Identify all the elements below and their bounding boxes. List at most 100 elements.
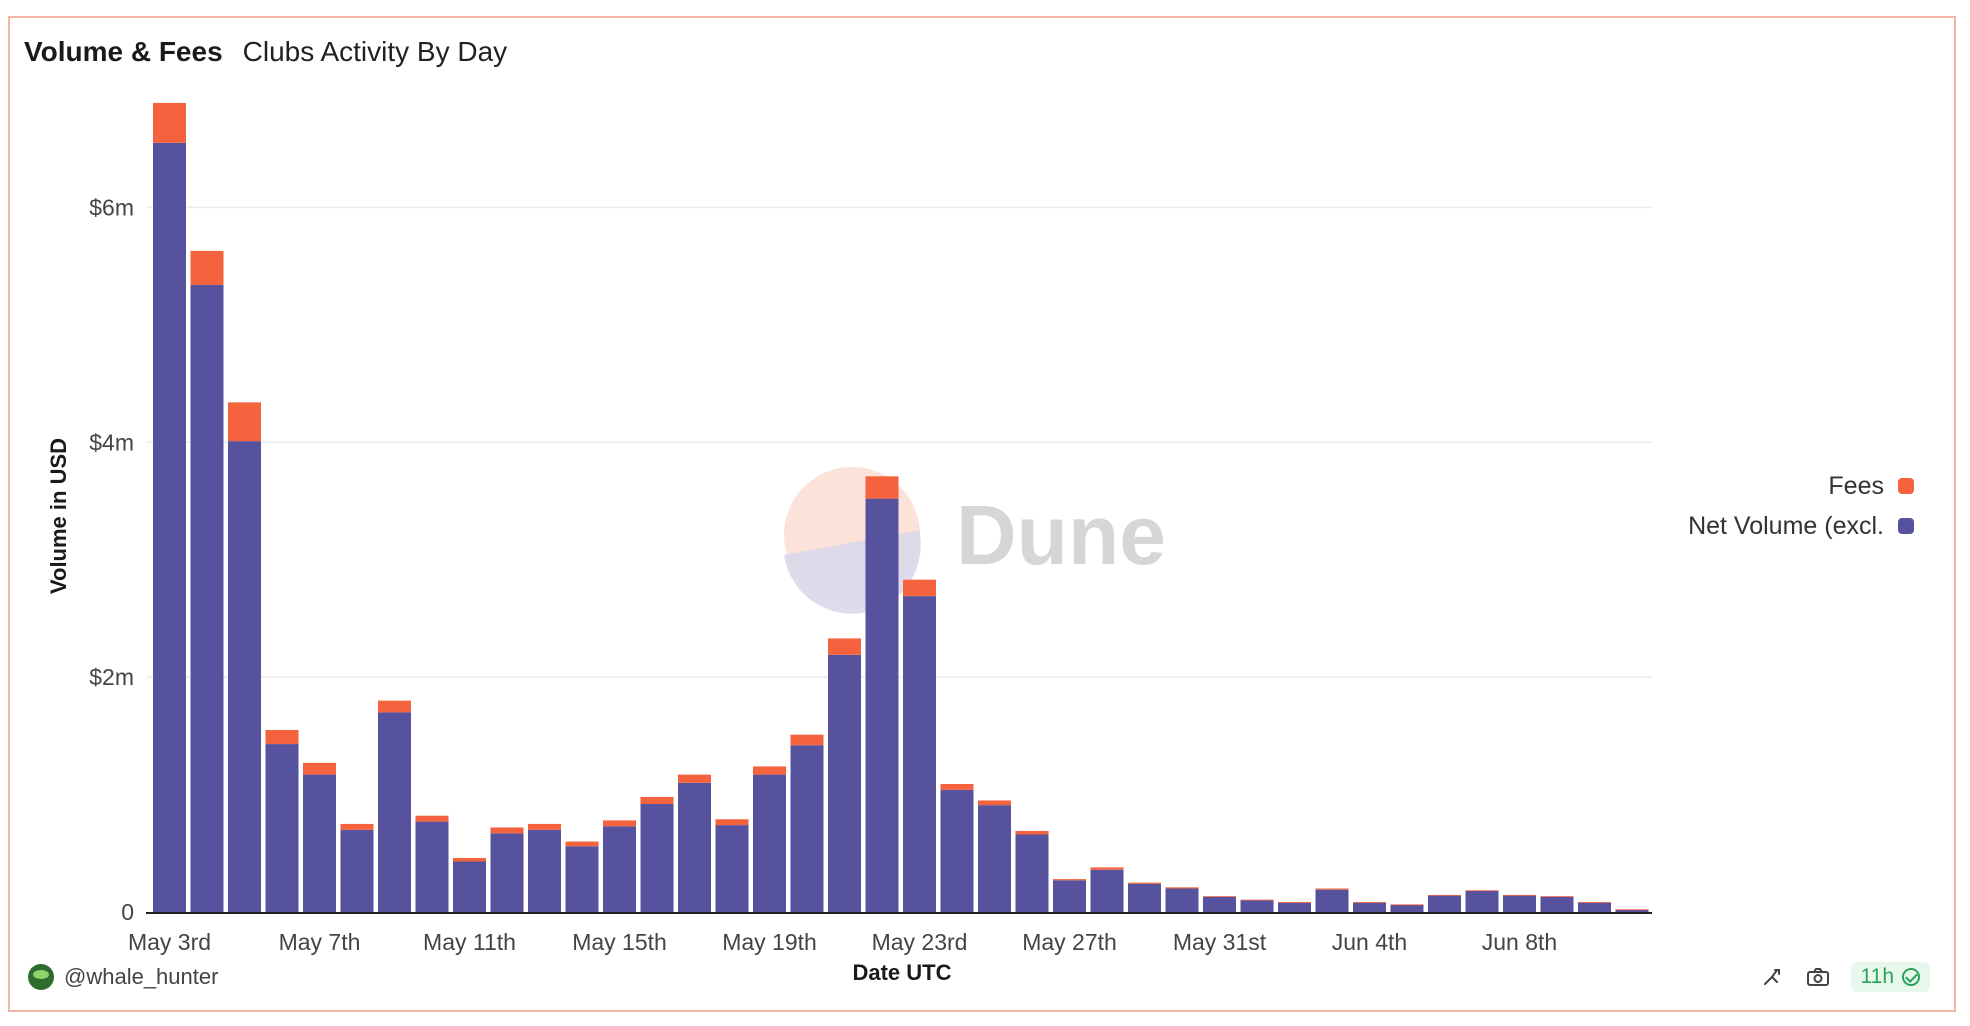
bar-fees[interactable] <box>415 815 449 822</box>
bar-net-volume[interactable] <box>790 745 824 912</box>
bar-fees[interactable] <box>640 796 674 804</box>
bar-fees[interactable] <box>1128 882 1161 884</box>
x-tick-label: May 3rd <box>128 929 211 955</box>
bar-net-volume[interactable] <box>303 774 336 912</box>
bar-net-volume[interactable] <box>1165 888 1199 912</box>
bar-net-volume[interactable] <box>565 846 599 912</box>
bar-fees[interactable] <box>1053 879 1086 881</box>
bar-net-volume[interactable] <box>490 833 524 912</box>
bar-net-volume[interactable] <box>1390 904 1424 912</box>
bar-net-volume[interactable] <box>378 712 411 912</box>
bar-net-volume[interactable] <box>528 829 561 912</box>
bar-net-volume[interactable] <box>1353 902 1386 912</box>
bar-fees[interactable] <box>715 819 749 826</box>
bar-fees[interactable] <box>378 700 411 713</box>
bar-fees[interactable] <box>565 841 599 847</box>
bar-fees[interactable] <box>678 774 711 783</box>
chart-title: Volume & Fees <box>24 36 223 67</box>
bar-fees[interactable] <box>1315 888 1349 890</box>
bar-net-volume[interactable] <box>265 744 299 912</box>
bar-net-volume[interactable] <box>1540 896 1574 912</box>
bar-net-volume[interactable] <box>1428 895 1461 912</box>
bar-net-volume[interactable] <box>678 782 711 912</box>
bar-net-volume[interactable] <box>603 826 636 912</box>
bar-fees[interactable] <box>453 857 486 862</box>
bar-net-volume[interactable] <box>1315 889 1349 912</box>
bar-net-volume[interactable] <box>753 774 786 912</box>
bar-fees[interactable] <box>528 823 561 830</box>
bar-net-volume[interactable] <box>1203 896 1236 912</box>
bar-fees[interactable] <box>790 734 824 746</box>
camera-icon[interactable] <box>1805 964 1831 990</box>
bar-fees[interactable] <box>1203 896 1236 897</box>
bar-fees[interactable] <box>1503 894 1536 896</box>
bar-fees[interactable] <box>303 762 336 775</box>
bar-net-volume[interactable] <box>1465 890 1499 912</box>
bar-fees[interactable] <box>753 766 786 775</box>
bar-net-volume[interactable] <box>640 803 674 912</box>
freshness-badge[interactable]: 11h <box>1850 962 1930 992</box>
bar-fees[interactable] <box>865 476 899 499</box>
x-tick-label: Jun 4th <box>1332 929 1407 955</box>
legend-swatch-net-volume <box>1898 518 1914 534</box>
bar-fees[interactable] <box>828 638 861 655</box>
chart-header: Volume & Fees Clubs Activity By Day <box>24 36 507 68</box>
bar-fees[interactable] <box>1240 899 1274 901</box>
bar-fees[interactable] <box>1428 894 1461 896</box>
freshness-text: 11h <box>1860 965 1894 988</box>
bar-net-volume[interactable] <box>415 821 449 912</box>
dune-watermark: Dune <box>784 467 1166 614</box>
bar-fees[interactable] <box>1615 909 1649 911</box>
bar-net-volume[interactable] <box>978 805 1011 912</box>
bar-fees[interactable] <box>1465 890 1499 892</box>
bar-net-volume[interactable] <box>1015 834 1049 912</box>
bar-fees[interactable] <box>1165 887 1199 889</box>
bar-fees[interactable] <box>1015 830 1049 835</box>
bar-net-volume[interactable] <box>1090 869 1124 912</box>
bar-fees[interactable] <box>603 820 636 827</box>
legend-item-net-volume[interactable]: Net Volume (excl. <box>1688 506 1914 546</box>
bar-net-volume[interactable] <box>1578 902 1611 912</box>
bar-fees[interactable] <box>228 402 261 442</box>
bar-net-volume[interactable] <box>1053 880 1086 912</box>
bar-net-volume[interactable] <box>828 654 861 912</box>
bar-fees[interactable] <box>1390 904 1424 906</box>
bar-fees[interactable] <box>153 102 186 143</box>
legend-label-net-volume: Net Volume (excl. <box>1688 511 1884 540</box>
legend-swatch-fees <box>1898 478 1914 494</box>
x-tick-label: May 19th <box>722 929 817 955</box>
bar-net-volume[interactable] <box>340 829 374 912</box>
legend-item-fees[interactable]: Fees <box>1688 466 1914 506</box>
bar-net-volume[interactable] <box>865 498 899 912</box>
bar-fees[interactable] <box>340 823 374 830</box>
bar-fees[interactable] <box>1540 896 1574 897</box>
bar-fees[interactable] <box>1278 902 1311 903</box>
bar-net-volume[interactable] <box>715 825 749 912</box>
author-link[interactable]: @whale_hunter <box>28 964 218 990</box>
bar-net-volume[interactable] <box>1240 900 1274 912</box>
bar-net-volume[interactable] <box>190 284 224 913</box>
bar-net-volume[interactable] <box>1503 895 1536 912</box>
y-tick-label: $2m <box>89 664 134 690</box>
x-tick-label: Jun 8th <box>1482 929 1557 955</box>
bar-fees[interactable] <box>190 250 224 285</box>
bar-net-volume[interactable] <box>903 596 936 912</box>
bar-net-volume[interactable] <box>153 142 186 913</box>
bar-fees[interactable] <box>265 729 299 745</box>
bar-fees[interactable] <box>978 800 1011 806</box>
bar-net-volume[interactable] <box>453 861 486 912</box>
y-tick-label: $6m <box>89 194 134 220</box>
bar-net-volume[interactable] <box>1128 883 1161 912</box>
bar-net-volume[interactable] <box>1278 902 1311 912</box>
bar-fees[interactable] <box>1578 902 1611 903</box>
fork-icon[interactable] <box>1759 964 1785 990</box>
bar-net-volume[interactable] <box>1615 909 1649 912</box>
bar-net-volume[interactable] <box>228 441 261 912</box>
bar-fees[interactable] <box>1353 902 1386 903</box>
bar-fees[interactable] <box>490 827 524 834</box>
bar-fees[interactable] <box>940 784 974 790</box>
bar-fees[interactable] <box>903 579 936 597</box>
bar-fees[interactable] <box>1090 867 1124 870</box>
bar-net-volume[interactable] <box>940 789 974 912</box>
